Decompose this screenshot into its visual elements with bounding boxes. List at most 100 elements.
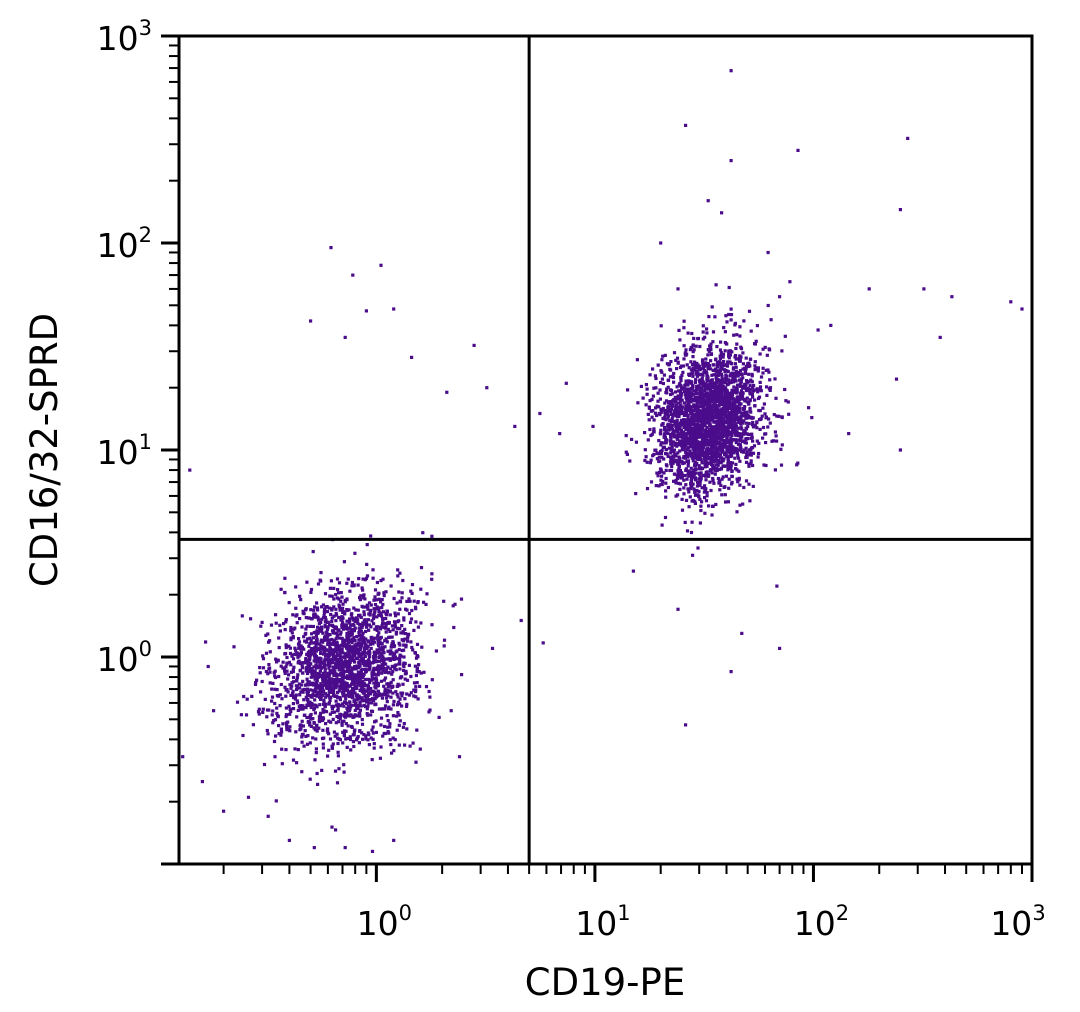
- data-point: [288, 683, 292, 687]
- data-point: [382, 658, 386, 662]
- data-point: [460, 673, 464, 677]
- data-point: [765, 393, 769, 397]
- data-point: [698, 368, 702, 372]
- data-point: [338, 646, 342, 650]
- data-point: [312, 665, 316, 669]
- data-point: [343, 715, 348, 719]
- data-point: [714, 458, 718, 462]
- data-point: [349, 690, 353, 694]
- data-point: [357, 652, 362, 656]
- data-point: [660, 370, 664, 374]
- data-point: [403, 697, 407, 701]
- data-point: [682, 437, 686, 441]
- data-point: [711, 330, 716, 334]
- data-point: [712, 408, 716, 412]
- data-point: [398, 702, 402, 706]
- data-point: [778, 295, 782, 299]
- data-point: [317, 719, 321, 723]
- data-point: [378, 651, 382, 655]
- data-point: [701, 361, 705, 366]
- data-point: [696, 482, 701, 486]
- data-point: [727, 415, 731, 420]
- data-point: [721, 396, 725, 400]
- data-point: [368, 698, 372, 702]
- data-point: [311, 736, 315, 740]
- data-point: [768, 421, 772, 425]
- data-point: [246, 795, 251, 799]
- data-point: [366, 605, 370, 609]
- data-point: [707, 405, 711, 409]
- data-point: [338, 680, 342, 684]
- data-point: [679, 460, 684, 464]
- data-point: [301, 611, 305, 615]
- data-point: [693, 460, 697, 465]
- data-point: [655, 404, 659, 408]
- data-point: [485, 386, 489, 390]
- data-point: [672, 479, 676, 483]
- data-point: [732, 419, 736, 423]
- data-point: [662, 471, 666, 475]
- data-point: [714, 357, 718, 361]
- data-point: [692, 427, 696, 431]
- data-point: [348, 626, 352, 630]
- data-point: [661, 381, 665, 386]
- data-point: [360, 637, 364, 641]
- data-point: [364, 660, 368, 664]
- data-point: [362, 733, 366, 737]
- data-point: [391, 691, 395, 695]
- data-point: [736, 480, 740, 484]
- data-point: [678, 449, 682, 453]
- data-point: [329, 690, 333, 694]
- data-point: [715, 436, 719, 440]
- data-point: [697, 434, 701, 438]
- data-point: [361, 662, 365, 666]
- data-point: [413, 664, 417, 668]
- data-point: [745, 386, 749, 390]
- data-point: [738, 439, 742, 443]
- data-point: [371, 698, 375, 702]
- data-point: [369, 713, 373, 717]
- data-point: [346, 577, 350, 581]
- data-point: [416, 625, 420, 629]
- data-point: [295, 613, 299, 617]
- data-point: [358, 629, 362, 634]
- data-point: [743, 441, 747, 445]
- data-point: [322, 662, 326, 666]
- data-point: [340, 720, 344, 724]
- data-point: [266, 672, 270, 676]
- data-point: [735, 510, 739, 514]
- data-point: [365, 603, 369, 607]
- data-point: [357, 626, 361, 630]
- data-point: [767, 347, 771, 351]
- data-point: [284, 706, 288, 710]
- data-point: [346, 652, 351, 656]
- data-point: [720, 456, 724, 460]
- data-point: [318, 647, 322, 651]
- data-point: [398, 660, 402, 664]
- data-point: [350, 641, 354, 645]
- data-point: [701, 421, 706, 425]
- data-point: [715, 451, 720, 455]
- data-point: [736, 420, 740, 424]
- data-point: [422, 670, 426, 674]
- data-point: [705, 491, 709, 495]
- data-point: [295, 761, 299, 765]
- data-point: [329, 686, 333, 690]
- data-point: [255, 678, 259, 682]
- data-point: [724, 474, 728, 478]
- data-point: [684, 387, 688, 391]
- data-point: [670, 392, 674, 396]
- data-point: [392, 749, 396, 753]
- data-point: [389, 707, 393, 711]
- data-point: [428, 708, 432, 712]
- data-point: [698, 497, 702, 501]
- data-point: [761, 425, 766, 430]
- data-point: [727, 486, 731, 490]
- data-point: [336, 673, 340, 677]
- data-point: [693, 368, 697, 372]
- data-point: [301, 666, 305, 670]
- data-point: [707, 395, 711, 399]
- data-point: [394, 630, 399, 634]
- data-point: [751, 425, 756, 429]
- data-point: [349, 657, 353, 661]
